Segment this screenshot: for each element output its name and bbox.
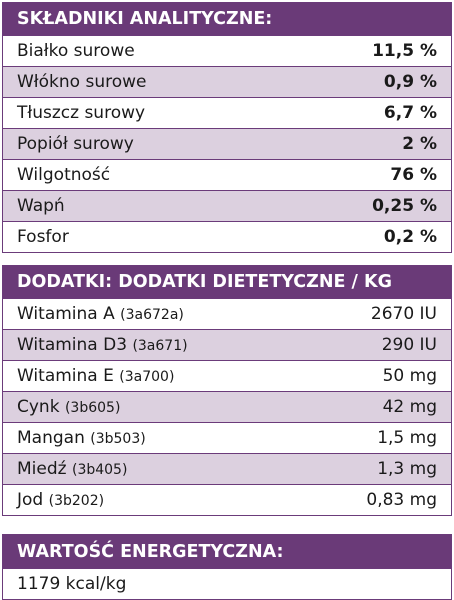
table-row: Popiół surowy 2 %	[3, 128, 451, 159]
row-value: 50 mg	[382, 366, 437, 386]
row-label: Witamina A	[17, 304, 115, 324]
additives-title: DODATKI: DODATKI DIETETYCZNE / KG	[17, 272, 392, 292]
row-label: Miedź	[17, 459, 67, 479]
energy-value: 1179 kcal/kg	[3, 568, 451, 599]
table-row: Wapń 0,25 %	[3, 190, 451, 221]
row-label: Popiół surowy	[17, 134, 134, 154]
row-label: Białko surowe	[17, 41, 135, 61]
analytical-constituents-table: SKŁADNIKI ANALITYCZNE: Białko surowe 11,…	[2, 2, 452, 253]
table-row: Witamina D3 (3a671) 290 IU	[3, 329, 451, 360]
row-code: (3a672a)	[120, 307, 184, 323]
row-code: (3b605)	[64, 400, 121, 416]
additives-table: DODATKI: DODATKI DIETETYCZNE / KG Witami…	[2, 265, 452, 516]
table-row: Białko surowe 11,5 %	[3, 35, 451, 66]
row-label-group: Cynk (3b605)	[17, 397, 120, 417]
row-label: Mangan	[17, 428, 85, 448]
row-label: Wapń	[17, 196, 65, 216]
table-row: Wilgotność 76 %	[3, 159, 451, 190]
analytical-constituents-title: SKŁADNIKI ANALITYCZNE:	[17, 9, 273, 29]
row-label-group: Witamina D3 (3a671)	[17, 335, 188, 355]
row-label: Jod	[17, 490, 44, 510]
row-value: 0,83 mg	[366, 490, 437, 510]
row-value: 11,5 %	[372, 41, 437, 61]
row-code: (3a700)	[119, 369, 175, 385]
row-code: (3b202)	[48, 493, 105, 509]
row-label-group: Witamina A (3a672a)	[17, 304, 184, 324]
row-value: 2 %	[402, 134, 437, 154]
row-label: Włókno surowe	[17, 72, 147, 92]
energy-value-title: WARTOŚĆ ENERGETYCZNA:	[17, 541, 284, 562]
table-row: Cynk (3b605) 42 mg	[3, 391, 451, 422]
row-code: (3a671)	[132, 338, 188, 354]
row-label: Cynk	[17, 397, 60, 417]
energy-value-header: WARTOŚĆ ENERGETYCZNA:	[3, 535, 451, 568]
row-label: Witamina D3	[17, 335, 128, 355]
row-label-group: Miedź (3b405)	[17, 459, 127, 479]
row-label-group: Mangan (3b503)	[17, 428, 146, 448]
row-value: 1,5 mg	[377, 428, 437, 448]
table-row: Fosfor 0,2 %	[3, 221, 451, 252]
table-row: Witamina E (3a700) 50 mg	[3, 360, 451, 391]
row-value: 76 %	[390, 165, 437, 185]
row-code: (3b503)	[90, 431, 146, 447]
analytical-constituents-header: SKŁADNIKI ANALITYCZNE:	[3, 3, 451, 35]
row-label: Witamina E	[17, 366, 114, 386]
table-row: Witamina A (3a672a) 2670 IU	[3, 298, 451, 329]
table-row: Włókno surowe 0,9 %	[3, 66, 451, 97]
table-row: Tłuszcz surowy 6,7 %	[3, 97, 451, 128]
table-row: Mangan (3b503) 1,5 mg	[3, 422, 451, 453]
energy-value-table: WARTOŚĆ ENERGETYCZNA: 1179 kcal/kg	[2, 534, 452, 600]
row-value: 2670 IU	[370, 304, 437, 324]
row-value: 0,9 %	[383, 72, 437, 92]
row-value: 0,2 %	[383, 227, 437, 247]
row-label-group: Jod (3b202)	[17, 490, 104, 510]
row-label-group: Witamina E (3a700)	[17, 366, 174, 386]
row-value: 42 mg	[382, 397, 437, 417]
row-label: Fosfor	[17, 227, 69, 247]
additives-header: DODATKI: DODATKI DIETETYCZNE / KG	[3, 266, 451, 298]
row-value: 0,25 %	[372, 196, 437, 216]
row-code: (3b405)	[71, 462, 128, 478]
row-value: 6,7 %	[383, 103, 437, 123]
row-label: Wilgotność	[17, 165, 111, 185]
table-row: Miedź (3b405) 1,3 mg	[3, 453, 451, 484]
row-value: 1,3 mg	[377, 459, 437, 479]
table-row: Jod (3b202) 0,83 mg	[3, 484, 451, 515]
row-value: 290 IU	[381, 335, 437, 355]
row-label: Tłuszcz surowy	[17, 103, 146, 123]
